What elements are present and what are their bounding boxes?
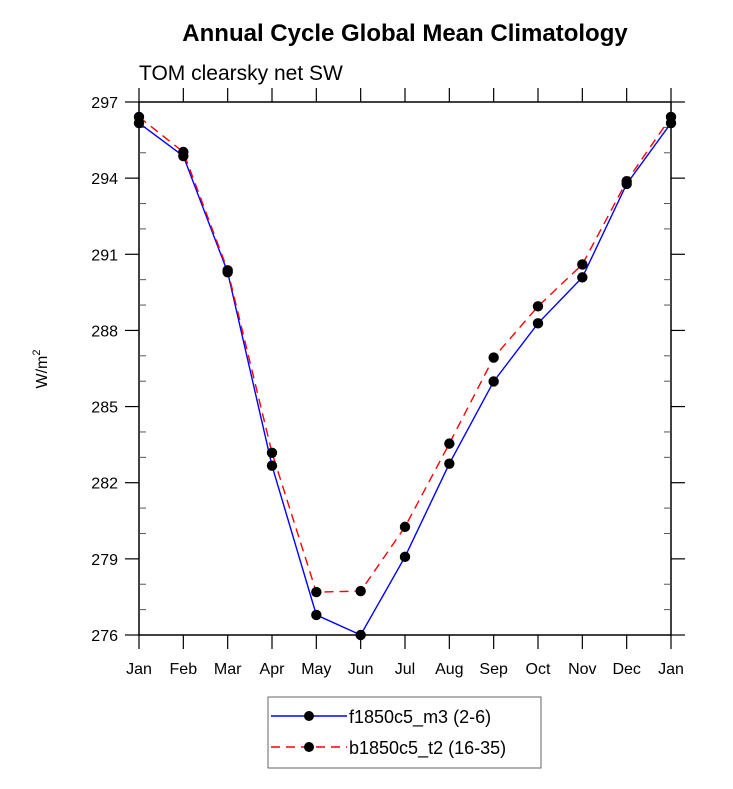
data-point-series-0 <box>532 318 544 329</box>
svg-text:W/m2: W/m2 <box>31 350 51 389</box>
data-point-series-1 <box>444 438 455 449</box>
x-tick-label: Dec <box>612 661 640 678</box>
series-line-1 <box>138 116 672 593</box>
data-point-series-1 <box>222 265 233 276</box>
y-tick-label: 291 <box>91 247 118 264</box>
x-tick-label: Jan <box>126 661 152 678</box>
data-point-series-0 <box>311 609 322 621</box>
data-point-series-1 <box>266 447 278 458</box>
data-point-series-1 <box>665 111 677 123</box>
data-point-series-1 <box>133 111 145 123</box>
y-axis-label-text: W/m <box>34 356 51 389</box>
x-tick-label: Oct <box>526 661 551 678</box>
data-point-series-0 <box>399 551 411 563</box>
chart-title: Annual Cycle Global Mean Climatology <box>182 20 628 47</box>
x-tick-label: Jul <box>395 661 415 678</box>
data-point-series-0 <box>488 376 499 387</box>
y-axis-label-superscript: 2 <box>31 350 43 356</box>
y-axis-label: W/m2 <box>31 350 51 389</box>
legend: f1850c5_m3 (2-6) b1850c5_t2 (16-35) <box>267 696 542 769</box>
data-point-series-1 <box>488 352 499 363</box>
data-point-series-0 <box>444 458 455 469</box>
x-tick-label: Jan <box>658 661 684 678</box>
data-point-series-1 <box>355 585 366 597</box>
y-tick-label: 279 <box>91 552 118 569</box>
legend-label-0: f1850c5_m3 (2-6) <box>349 707 491 728</box>
x-tick-label: Feb <box>170 661 198 678</box>
data-point-series-1 <box>621 175 632 187</box>
x-tick-label: Aug <box>435 661 463 678</box>
y-tick-label: 282 <box>91 476 118 493</box>
data-point-series-1 <box>532 301 544 312</box>
legend-marker-1 <box>304 742 314 752</box>
x-tick-label: Mar <box>214 661 242 678</box>
y-tick-label: 276 <box>91 628 118 645</box>
x-tick-label: Nov <box>568 661 596 678</box>
y-tick-label: 288 <box>91 323 118 340</box>
x-tick-label: Jun <box>348 661 374 678</box>
legend-box <box>267 696 542 769</box>
x-tick-label: Sep <box>479 661 508 678</box>
y-tick-label: 285 <box>91 400 118 417</box>
x-tick-label: Apr <box>260 661 286 678</box>
data-point-series-1 <box>178 146 189 158</box>
y-tick-label: 297 <box>91 95 118 112</box>
data-point-series-0 <box>266 460 278 471</box>
data-point-series-0 <box>355 629 366 641</box>
data-point-series-1 <box>577 259 588 270</box>
legend-marker-0 <box>304 711 314 721</box>
x-tick-label: May <box>301 661 331 678</box>
data-point-series-1 <box>311 586 322 598</box>
chart-subtitle: TOM clearsky net SW <box>139 62 343 85</box>
data-point-series-1 <box>399 521 411 533</box>
series-layer <box>133 111 677 641</box>
legend-label-1: b1850c5_t2 (16-35) <box>349 738 506 759</box>
axes: Jan Feb Mar Apr May Jun Jul Aug Sep Oct Nov Dec Jan 2… <box>91 88 685 678</box>
data-point-series-0 <box>577 272 588 283</box>
y-tick-label: 294 <box>91 171 118 188</box>
